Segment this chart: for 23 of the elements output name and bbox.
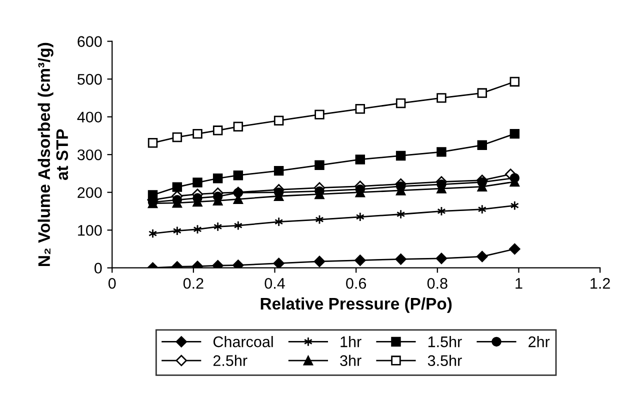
x-tick-label: 0.6 xyxy=(346,278,366,289)
y-tick-label: 500 xyxy=(78,74,102,85)
x-tick-label: 0.2 xyxy=(183,278,204,289)
x-tick-label: 0.4 xyxy=(264,278,285,289)
y-tick-label: 300 xyxy=(77,149,102,160)
y-tick-label: 100 xyxy=(78,224,102,236)
legend-label: Charcoal xyxy=(213,336,273,348)
x-tick-label: 0 xyxy=(108,278,116,289)
legend-label: 1.5hr xyxy=(428,336,462,348)
y-tick-label: 0 xyxy=(94,262,102,274)
y-tick-label: 200 xyxy=(78,187,102,198)
y-axis-title: N₂ Volume Adsorbed (cm³/g) at STP xyxy=(38,42,68,266)
x-axis-title: Relative Pressure (P/Po) xyxy=(260,297,452,313)
legend-label: 3hr xyxy=(340,354,362,366)
legend-label: 2.5hr xyxy=(213,354,248,366)
x-tick-label: 0.8 xyxy=(427,278,448,289)
y-tick-label: 600 xyxy=(78,36,102,47)
x-tick-label: 1.2 xyxy=(590,278,610,289)
legend-label: 1hr xyxy=(340,336,362,348)
y-tick-label: 400 xyxy=(77,112,102,123)
x-tick-label: 1 xyxy=(516,278,522,289)
legend-label: 2hr xyxy=(528,336,550,348)
legend-label: 3.5hr xyxy=(428,354,462,366)
